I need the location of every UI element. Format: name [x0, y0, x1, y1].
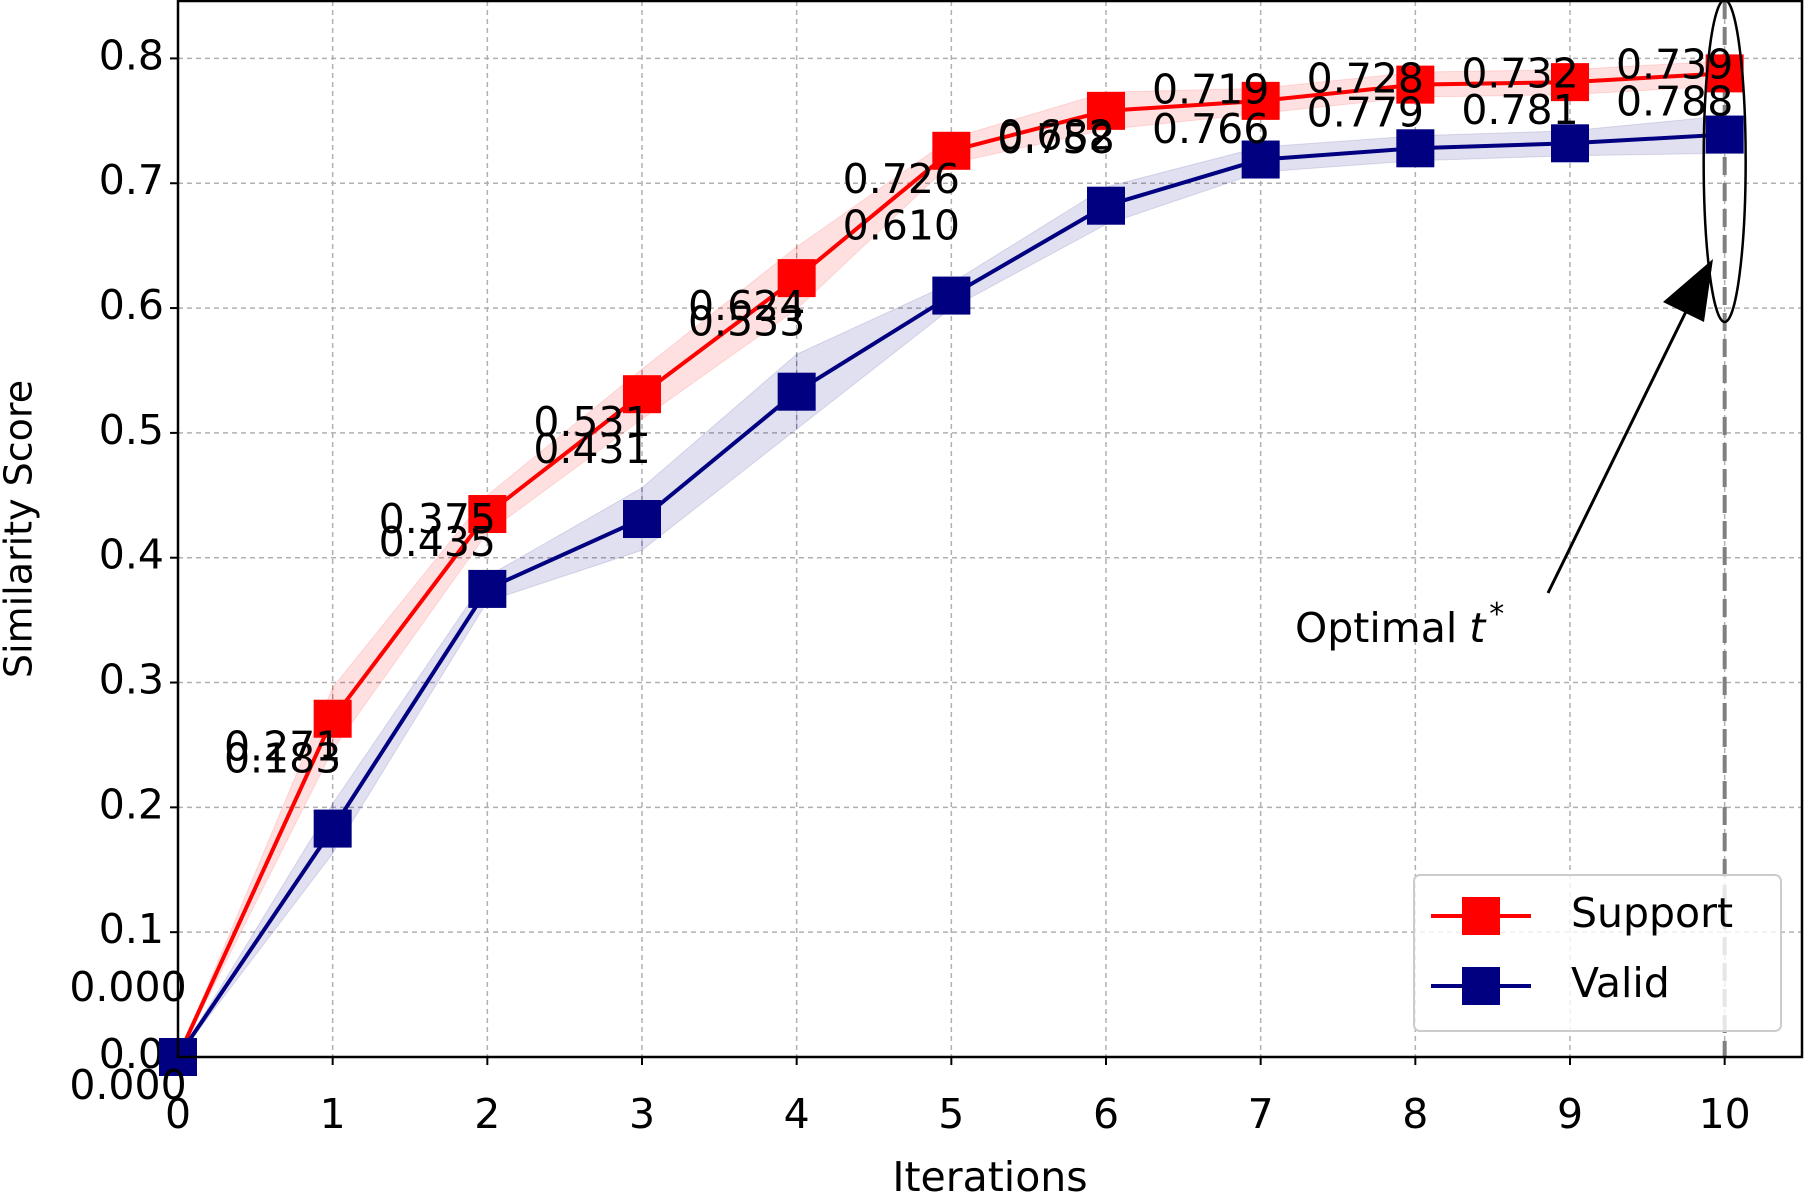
y-tick-label: 0.8	[99, 31, 164, 79]
x-tick-label: 9	[1557, 1090, 1583, 1138]
marker	[623, 500, 661, 539]
marker	[932, 131, 971, 170]
marker	[932, 276, 971, 315]
legend-marker	[1462, 967, 1500, 1005]
legend-label: Valid	[1571, 959, 1670, 1007]
annotation-var: t	[1469, 604, 1487, 652]
x-axis-label: Iterations	[892, 1153, 1087, 1201]
marker	[468, 495, 507, 534]
data-label: 0.435	[379, 518, 496, 566]
annotation-text: Optimal	[1295, 604, 1457, 652]
y-tick-label: 0.1	[99, 905, 164, 953]
x-tick-label: 0	[165, 1090, 191, 1138]
marker	[777, 372, 816, 411]
data-label: 0.728	[1307, 54, 1424, 102]
y-tick-label: 0.2	[99, 780, 164, 828]
marker	[1241, 140, 1280, 179]
x-tick-label: 3	[629, 1090, 655, 1138]
optimal-ellipse	[1702, 0, 1747, 324]
marker	[777, 259, 816, 298]
data-label: 0.610	[843, 202, 960, 250]
data-label: 0.375	[379, 495, 496, 543]
arrow-shaft	[1546, 282, 1702, 594]
marker	[1705, 54, 1744, 93]
arrow-head	[1663, 259, 1713, 322]
data-label: 0.183	[224, 735, 341, 783]
data-label: 0.781	[1461, 86, 1578, 134]
data-label: 0.531	[533, 398, 650, 446]
legend-marker	[1462, 897, 1500, 935]
data-label: 0.779	[1307, 89, 1424, 137]
marker	[1551, 124, 1589, 163]
y-tick-label: 0.5	[99, 406, 164, 454]
data-label: 0.431	[533, 425, 650, 473]
data-label: 0.000	[69, 1061, 186, 1109]
error-band	[950, 186, 1107, 309]
data-label: 0.739	[1616, 41, 1733, 89]
marker	[623, 375, 661, 414]
x-tick-label: 1	[320, 1090, 346, 1138]
annotation: Optimal t *	[1295, 597, 1504, 653]
data-label: 0.682	[997, 112, 1114, 160]
error-band	[177, 801, 334, 1058]
marker	[1705, 115, 1744, 154]
data-label: 0.533	[688, 298, 805, 346]
marker	[468, 569, 507, 608]
data-label: 0.719	[1152, 66, 1269, 114]
x-tick-label: 5	[938, 1090, 964, 1138]
data-label: 0.726	[843, 155, 960, 203]
data-label: 0.758	[997, 115, 1114, 163]
x-tick-label: 7	[1248, 1090, 1274, 1138]
data-label: 0.732	[1461, 49, 1578, 97]
marker	[1241, 81, 1280, 120]
marker	[313, 809, 352, 848]
data-label: 0.766	[1152, 105, 1269, 153]
error-band	[1105, 146, 1262, 226]
marker	[1087, 186, 1125, 225]
y-tick-label: 0.0	[99, 1030, 164, 1078]
y-tick-label: 0.4	[99, 531, 164, 579]
y-tick-label: 0.3	[99, 656, 164, 704]
annotation-sup: *	[1489, 597, 1504, 632]
x-tick-label: 4	[784, 1090, 810, 1138]
x-tick-label: 6	[1093, 1090, 1119, 1138]
marker	[1396, 129, 1435, 168]
error-band	[796, 282, 952, 431]
data-label: 0.624	[688, 282, 805, 330]
x-tick-label: 2	[474, 1090, 500, 1138]
marker	[1551, 63, 1589, 102]
x-tick-label: 10	[1699, 1090, 1751, 1138]
data-label: 0.000	[69, 963, 186, 1011]
legend-label: Support	[1571, 889, 1733, 937]
marker	[1087, 91, 1125, 130]
x-tick-label: 8	[1402, 1090, 1428, 1138]
marker	[1396, 65, 1435, 104]
plot-frame	[176, 0, 1804, 1059]
y-tick-label: 0.6	[99, 281, 164, 329]
data-label: 0.788	[1616, 77, 1733, 125]
y-tick-label: 0.7	[99, 156, 164, 204]
y-axis-label: Similarity Score	[0, 380, 41, 678]
marker	[313, 699, 352, 738]
data-label: 0.271	[224, 723, 341, 771]
